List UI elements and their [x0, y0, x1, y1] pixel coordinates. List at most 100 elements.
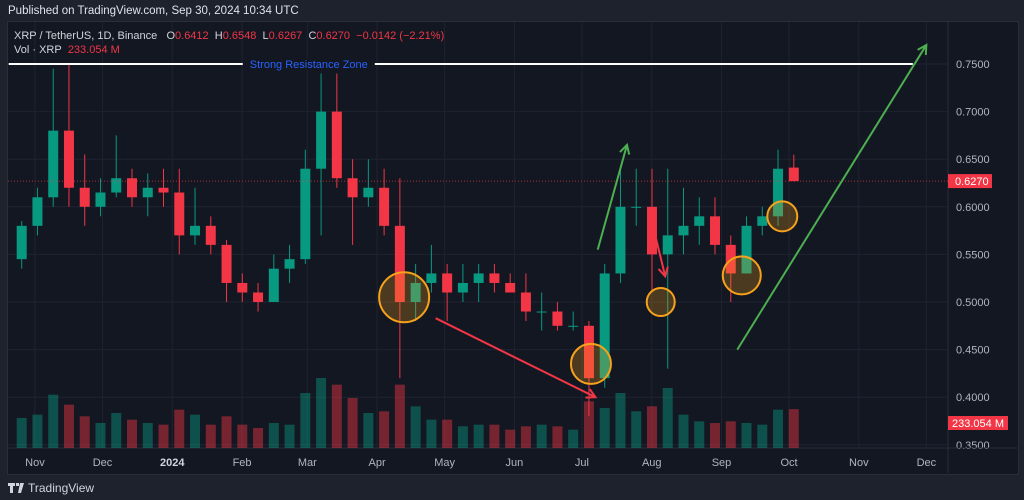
candle-body: [615, 206, 626, 274]
close-value: 0.6270: [316, 30, 351, 42]
candle-body: [489, 273, 500, 283]
candle-body: [520, 292, 531, 312]
x-tick-label: Dec: [93, 457, 113, 469]
x-tick-label: Nov: [25, 457, 45, 469]
candle-body: [394, 225, 405, 302]
y-tick-label: 0.3500: [956, 440, 990, 452]
candle-body: [95, 192, 106, 207]
candle-body: [16, 225, 27, 260]
published-caption: Published on TradingView.com, Sep 30, 20…: [8, 5, 299, 17]
volume-bar: [111, 413, 122, 448]
y-tick-label: 0.4500: [956, 345, 990, 357]
last-volume-badge: [948, 416, 1008, 430]
candle-body: [710, 216, 721, 245]
x-tick-label: Nov: [849, 457, 869, 469]
high-label: H: [214, 30, 223, 42]
candle-body: [300, 168, 311, 260]
candle-body: [221, 244, 232, 283]
symbol-name[interactable]: XRP / TetherUS, 1D, Binance: [14, 30, 158, 42]
brand-name: TradingView: [28, 481, 95, 495]
volume-bar: [662, 388, 673, 448]
arrow-down-line: [435, 317, 596, 399]
candle-body: [568, 325, 579, 327]
volume-bar: [489, 424, 500, 448]
ohlc-row: XRP / TetherUS, 1D, Binance O0.6412 H0.6…: [14, 29, 444, 43]
candle-body: [457, 282, 468, 293]
x-tick-label: Aug: [642, 457, 662, 469]
volume-bar: [631, 411, 642, 448]
candle-body: [442, 273, 453, 293]
chart-panel[interactable]: [7, 21, 1019, 475]
candle-body: [757, 216, 768, 226]
volume-bar: [536, 424, 547, 448]
volume-bar: [757, 424, 768, 448]
candle-body: [631, 206, 642, 208]
high-value: 0.6548: [222, 30, 257, 42]
low-label: L: [262, 30, 269, 42]
y-tick-label: 0.7000: [956, 107, 990, 119]
candle-body: [473, 273, 484, 283]
candle-body: [174, 192, 185, 236]
candle-body: [678, 225, 689, 236]
volume-bar: [773, 409, 784, 448]
open-label: O: [166, 30, 176, 42]
close-label: C: [308, 30, 317, 42]
y-tick-label: 0.6000: [956, 202, 990, 214]
x-tick-label: Oct: [780, 457, 797, 469]
x-tick-label: Sep: [712, 457, 732, 469]
volume-bar: [442, 419, 453, 448]
last-price-label: 0.6270: [955, 176, 989, 188]
volume-bar: [16, 418, 27, 448]
volume-bar: [95, 423, 106, 448]
volume-bar: [552, 426, 563, 448]
volume-bar: [268, 423, 279, 448]
x-tick-label: Mar: [298, 457, 317, 469]
y-tick-label: 0.4000: [956, 392, 990, 404]
volume-bar: [316, 378, 327, 448]
candle-body: [48, 130, 59, 198]
last-volume-label: 233.054 M: [952, 418, 1004, 430]
x-tick-label: May: [434, 457, 455, 469]
candle-body: [268, 268, 279, 302]
volume-row: Vol · XRP 233.054 M: [14, 43, 444, 57]
open-value: 0.6412: [175, 30, 209, 42]
y-tick-label: 0.6500: [956, 154, 990, 166]
x-tick-label: Feb: [233, 457, 252, 469]
candle-body: [410, 282, 421, 302]
arrow-head-icon: [619, 142, 631, 155]
volume-bar: [142, 423, 153, 448]
arrow-down-line: [650, 220, 667, 277]
volume-bar: [694, 421, 705, 448]
candle-body: [142, 187, 153, 198]
volume-bar: [710, 423, 721, 448]
candle-body: [426, 273, 437, 283]
volume-bar: [284, 424, 295, 448]
volume-bar: [583, 401, 594, 448]
arrow-head-icon: [585, 388, 598, 399]
volume-bar: [473, 424, 484, 448]
volume-bar: [190, 414, 201, 448]
x-tick-label: Jun: [506, 457, 524, 469]
arrow-up-line: [736, 44, 928, 351]
volume-bar: [79, 416, 90, 448]
y-tick-label: 0.5000: [956, 297, 990, 309]
volume-bar: [158, 424, 169, 448]
volume-bar: [410, 406, 421, 448]
change-value: −0.0142 (−2.21%): [356, 30, 445, 42]
candle-body: [662, 235, 673, 255]
volume-bar: [678, 414, 689, 448]
x-tick-label: Dec: [917, 457, 937, 469]
y-tick-label: 0.5500: [956, 249, 990, 261]
volume-bar: [505, 429, 516, 448]
candle-body: [536, 311, 547, 313]
volume-bar: [347, 398, 358, 448]
candle-body: [63, 130, 74, 188]
candle-body: [253, 292, 264, 302]
volume-bar: [174, 409, 185, 448]
candle-body: [773, 168, 784, 217]
x-tick-label: Jul: [575, 457, 589, 469]
candle-body: [347, 178, 358, 198]
volume-label: Vol · XRP: [14, 44, 62, 56]
highlight-circle: [766, 200, 799, 233]
